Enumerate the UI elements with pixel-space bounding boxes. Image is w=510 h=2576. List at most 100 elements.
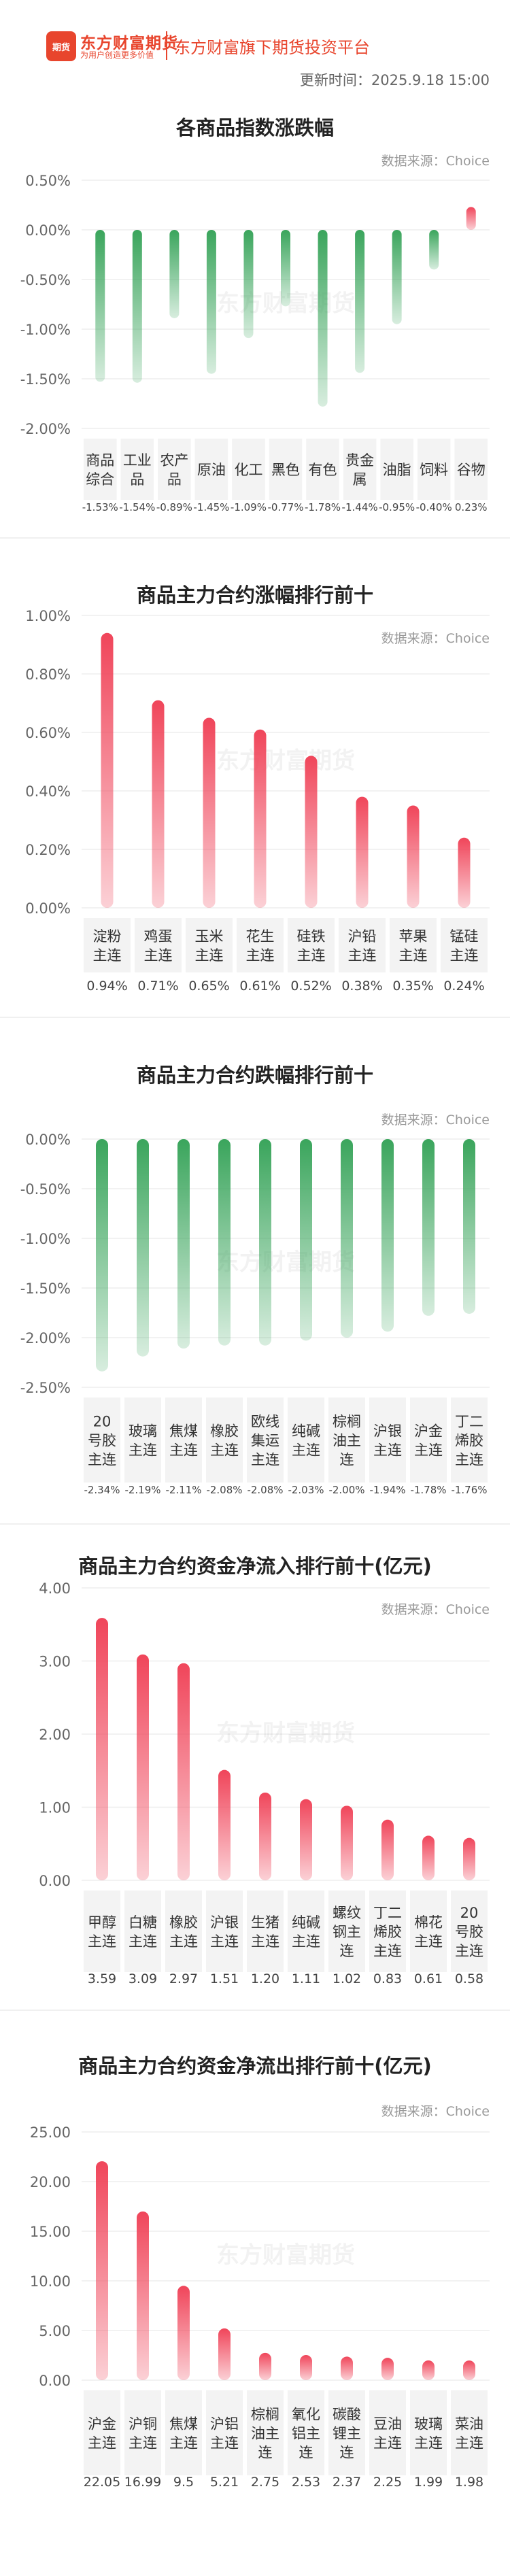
category-label-box bbox=[288, 918, 335, 972]
category-label: 丁二烯胶主连 bbox=[373, 1905, 402, 1959]
y-tick-label: 20.00 bbox=[30, 2174, 71, 2190]
watermark-logo: 东方财富期货 bbox=[216, 1720, 355, 1747]
category-label: 玻璃主连 bbox=[414, 2416, 443, 2452]
section-divider bbox=[0, 1017, 510, 1018]
y-tick-label: 1.00 bbox=[39, 1800, 71, 1816]
bar bbox=[463, 1139, 475, 1314]
bar bbox=[422, 2360, 435, 2380]
bar bbox=[96, 2161, 108, 2380]
bar bbox=[407, 805, 420, 908]
category-label: 沪铝主连 bbox=[210, 2416, 239, 2452]
category-label: 豆油主连 bbox=[373, 2416, 402, 2452]
value-label: 1.20 bbox=[251, 1971, 279, 1986]
value-label: 0.58 bbox=[455, 1971, 483, 1986]
value-label: -2.00% bbox=[328, 1484, 364, 1496]
bar bbox=[300, 1799, 312, 1880]
y-tick-label: 10.00 bbox=[30, 2273, 71, 2290]
category-label-box bbox=[84, 1397, 120, 1482]
category-label-box bbox=[84, 439, 117, 500]
value-label: 0.83 bbox=[373, 1971, 402, 1986]
bar bbox=[429, 230, 439, 270]
value-label: 2.37 bbox=[333, 2475, 361, 2490]
y-tick-label: -1.50% bbox=[20, 1281, 71, 1297]
value-label: 0.71% bbox=[137, 979, 178, 994]
value-label: -1.44% bbox=[342, 501, 378, 513]
category-label: 生猪主连 bbox=[251, 1914, 279, 1950]
value-label: 0.61% bbox=[239, 979, 280, 994]
value-label: 1.02 bbox=[333, 1971, 361, 1986]
bar bbox=[422, 1139, 435, 1316]
value-label: 0.52% bbox=[290, 979, 331, 994]
value-label: 0.65% bbox=[188, 979, 229, 994]
category-label: 有色 bbox=[309, 462, 337, 478]
category-label: 苹果主连 bbox=[399, 928, 428, 964]
bar bbox=[305, 756, 318, 908]
bar bbox=[281, 230, 290, 307]
category-label: 沪银主连 bbox=[210, 1914, 239, 1950]
bar bbox=[318, 230, 328, 407]
bar bbox=[96, 1618, 108, 1880]
category-label: 沪金主连 bbox=[88, 2416, 116, 2452]
value-label: 2.75 bbox=[251, 2475, 279, 2490]
category-label-box bbox=[417, 439, 451, 500]
value-label: -2.11% bbox=[165, 1484, 201, 1496]
value-label: -1.09% bbox=[231, 501, 267, 513]
value-label: 0.35% bbox=[392, 979, 433, 994]
value-label: 1.11 bbox=[292, 1971, 320, 1986]
data-source-note: 数据来源：Choice bbox=[381, 154, 490, 169]
category-label-box bbox=[369, 1891, 406, 1972]
chart-1: 1.00% 0.80% 0.60% 0.40% 0.20% 0.00% 东方财富期货淀粉主连… bbox=[25, 608, 490, 994]
value-label: -1.94% bbox=[369, 1484, 405, 1496]
category-label: 棕榈油主连 bbox=[251, 2407, 279, 2461]
category-label-box bbox=[206, 2390, 243, 2475]
value-label: 1.99 bbox=[414, 2475, 443, 2490]
value-label: 0.24% bbox=[443, 979, 484, 994]
category-label-box bbox=[165, 2390, 202, 2475]
y-tick-label: -1.50% bbox=[20, 371, 71, 388]
header: 期货 东方财富期货 为用户创造更多价值 东方财富旗下期货投资平台 更新时间：20… bbox=[0, 0, 510, 95]
section-title: 商品主力合约跌幅排行前十 bbox=[136, 1064, 373, 1087]
y-tick-label: -0.50% bbox=[20, 272, 71, 288]
value-label: 2.97 bbox=[169, 1971, 198, 1986]
category-label: 螺纹钢主连 bbox=[333, 1905, 361, 1959]
category-label: 黑色 bbox=[271, 462, 300, 478]
value-label: 2.53 bbox=[292, 2475, 320, 2490]
value-label: -2.19% bbox=[124, 1484, 160, 1496]
bar bbox=[381, 1819, 394, 1880]
platform-tagline: 东方财富旗下期货投资平台 bbox=[174, 38, 370, 57]
y-tick-label: 4.00 bbox=[39, 1580, 71, 1597]
category-label-box bbox=[84, 918, 131, 972]
value-label: 0.23% bbox=[455, 501, 488, 513]
category-label: 原油 bbox=[197, 462, 226, 478]
bar bbox=[422, 1835, 435, 1880]
value-label: 0.61 bbox=[414, 1971, 443, 1986]
bar bbox=[355, 230, 365, 373]
category-label-box bbox=[232, 439, 265, 500]
bar bbox=[300, 1139, 312, 1341]
section-title: 各商品指数涨跌幅 bbox=[175, 116, 334, 139]
bar bbox=[218, 1769, 231, 1880]
section-divider bbox=[0, 2010, 510, 2011]
category-label: 贵金属 bbox=[345, 452, 374, 488]
category-label: 沪银主连 bbox=[373, 1423, 402, 1459]
y-tick-label: -2.50% bbox=[20, 1380, 71, 1396]
data-source-note: 数据来源：Choice bbox=[381, 631, 490, 646]
category-label-box bbox=[124, 1891, 161, 1972]
category-label: 菜油主连 bbox=[455, 2416, 483, 2452]
category-label-box bbox=[237, 918, 284, 972]
category-label-box bbox=[390, 918, 437, 972]
update-value: 2025.9.18 15:00 bbox=[371, 72, 490, 88]
category-label-box bbox=[124, 2390, 161, 2475]
bar bbox=[381, 2358, 394, 2380]
update-time: 更新时间：2025.9.18 15:00 bbox=[300, 69, 490, 90]
y-tick-label: 0.80% bbox=[25, 666, 71, 683]
category-label-box bbox=[410, 1891, 447, 1972]
category-label-box bbox=[206, 1891, 243, 1972]
y-tick-label: 5.00 bbox=[39, 2323, 71, 2339]
watermark-logo: 东方财富期货 bbox=[216, 747, 355, 775]
section-divider bbox=[0, 1523, 510, 1525]
category-label: 20 号胶主连 bbox=[88, 1414, 116, 1468]
watermark-logo: 东方财富期货 bbox=[216, 2242, 355, 2269]
value-label: 5.21 bbox=[210, 2475, 239, 2490]
bar bbox=[341, 2356, 353, 2380]
